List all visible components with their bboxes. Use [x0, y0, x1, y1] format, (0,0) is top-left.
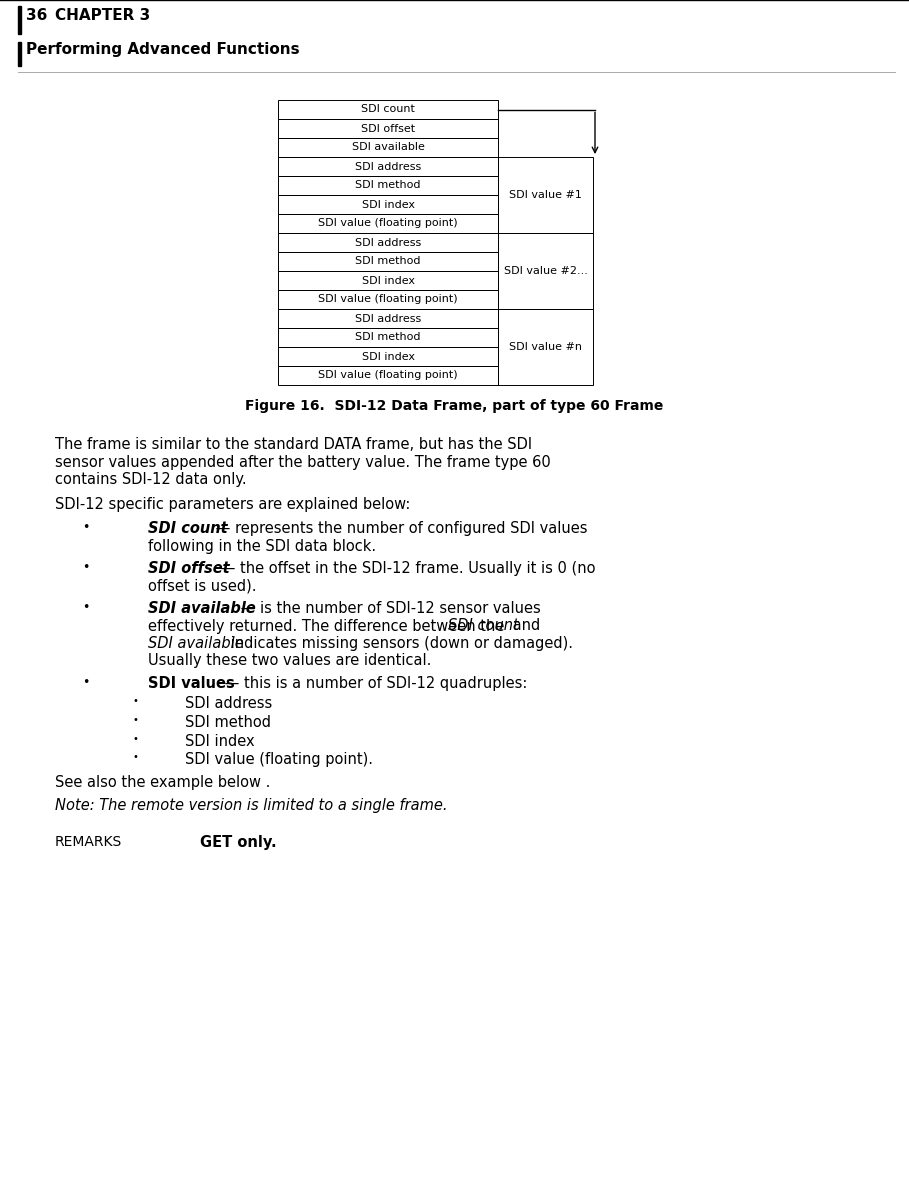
Text: SDI address: SDI address [355, 313, 421, 323]
Bar [278, 138, 498, 157]
Text: contains SDI-12 data only.: contains SDI-12 data only. [55, 472, 246, 488]
Text: •: • [82, 561, 89, 575]
Bar [278, 195, 498, 215]
Bar [278, 119, 498, 138]
Bar [18, 6, 21, 35]
Bar [278, 347, 498, 366]
Text: •: • [82, 676, 89, 689]
Bar [278, 252, 498, 271]
Text: SDI address: SDI address [185, 696, 273, 712]
Text: SDI address: SDI address [355, 237, 421, 248]
Text: SDI method: SDI method [355, 256, 421, 267]
Text: Note: The remote version is limited to a single frame.: Note: The remote version is limited to a… [55, 797, 447, 813]
Bar [498, 157, 593, 232]
Bar [278, 328, 498, 347]
Text: The frame is similar to the standard DATA frame, but has the SDI: The frame is similar to the standard DAT… [55, 437, 532, 452]
Bar [278, 271, 498, 290]
Text: •: • [82, 521, 89, 534]
Text: •: • [133, 733, 139, 744]
Text: effectively returned. The difference between the: effectively returned. The difference bet… [148, 619, 509, 633]
Text: — represents the number of configured SDI values: — represents the number of configured SD… [211, 521, 587, 536]
Text: — the offset in the SDI-12 frame. Usually it is 0 (no: — the offset in the SDI-12 frame. Usuall… [216, 561, 595, 576]
Text: REMARKS: REMARKS [55, 836, 122, 850]
Text: SDI method: SDI method [185, 715, 271, 730]
Text: offset is used).: offset is used). [148, 578, 256, 594]
Text: SDI available: SDI available [148, 601, 255, 616]
Text: •: • [82, 601, 89, 614]
Text: SDI index: SDI index [362, 199, 415, 210]
Text: See also the example below .: See also the example below . [55, 775, 270, 789]
Text: SDI count: SDI count [148, 521, 227, 536]
Text: •: • [133, 696, 139, 707]
Text: Usually these two values are identical.: Usually these two values are identical. [148, 653, 432, 669]
Bar [278, 100, 498, 119]
Bar [278, 232, 498, 252]
Bar [278, 309, 498, 328]
Bar [498, 309, 593, 385]
Text: SDI value #1: SDI value #1 [509, 190, 582, 200]
Text: SDI values: SDI values [148, 676, 235, 691]
Bar [278, 290, 498, 309]
Bar [278, 157, 498, 176]
Text: 36: 36 [26, 8, 47, 23]
Text: Performing Advanced Functions: Performing Advanced Functions [26, 42, 300, 57]
Text: Figure 16.  SDI-12 Data Frame, part of type 60 Frame: Figure 16. SDI-12 Data Frame, part of ty… [245, 399, 664, 412]
Text: SDI available: SDI available [352, 143, 425, 153]
Text: indicates missing sensors (down or damaged).: indicates missing sensors (down or damag… [226, 637, 573, 651]
Text: and: and [508, 619, 540, 633]
Text: SDI value (floating point): SDI value (floating point) [318, 218, 458, 229]
Text: SDI method: SDI method [355, 180, 421, 191]
Text: following in the SDI data block.: following in the SDI data block. [148, 539, 376, 553]
Text: CHAPTER 3: CHAPTER 3 [55, 8, 150, 23]
Text: SDI value #n: SDI value #n [509, 342, 582, 352]
Text: SDI value (floating point).: SDI value (floating point). [185, 752, 373, 766]
Text: SDI offset: SDI offset [148, 561, 230, 576]
Bar [498, 232, 593, 309]
Text: SDI available: SDI available [148, 637, 244, 651]
Text: SDI count: SDI count [361, 105, 415, 114]
Text: SDI-12 specific parameters are explained below:: SDI-12 specific parameters are explained… [55, 497, 410, 513]
Text: sensor values appended after the battery value. The frame type 60: sensor values appended after the battery… [55, 454, 551, 470]
Text: SDI offset: SDI offset [361, 124, 415, 134]
Text: — is the number of SDI-12 sensor values: — is the number of SDI-12 sensor values [236, 601, 541, 616]
Bar [278, 176, 498, 195]
Text: SDI index: SDI index [362, 275, 415, 286]
Text: •: • [133, 715, 139, 725]
Text: SDI count: SDI count [448, 619, 519, 633]
Text: SDI index: SDI index [362, 352, 415, 361]
Bar [278, 366, 498, 385]
Text: GET only.: GET only. [200, 836, 276, 851]
Text: •: • [133, 752, 139, 762]
Text: SDI value (floating point): SDI value (floating point) [318, 294, 458, 304]
Text: SDI method: SDI method [355, 333, 421, 342]
Text: SDI value #2...: SDI value #2... [504, 266, 587, 277]
Bar [18, 42, 21, 66]
Text: SDI index: SDI index [185, 733, 255, 749]
Bar [278, 215, 498, 232]
Text: SDI value (floating point): SDI value (floating point) [318, 371, 458, 380]
Text: — this is a number of SDI-12 quadruples:: — this is a number of SDI-12 quadruples: [220, 676, 527, 691]
Text: SDI address: SDI address [355, 161, 421, 172]
